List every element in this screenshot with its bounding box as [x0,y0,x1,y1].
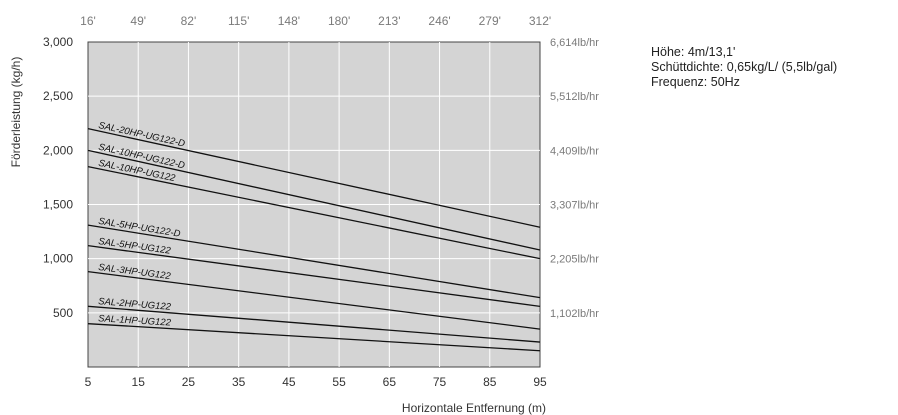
conditions-panel: Höhe: 4m/13,1' Schüttdichte: 0,65kg/L/ (… [651,45,837,90]
x-tick-label: 45 [282,375,296,389]
x-tick-label: 85 [483,375,497,389]
y-tick-label: 2,500 [43,89,73,103]
y-tick-label: 2,000 [43,143,73,157]
height-info: Höhe: 4m/13,1' [651,45,736,59]
x-tick-label: 35 [232,375,246,389]
x-tick-label: 25 [182,375,196,389]
series-line [87,224,541,299]
right-axis-ticks: 1,102lb/hr 2,205lb/hr 3,307lb/hr 4,409lb/hr… [550,37,599,320]
right-tick-label: 3,307lb/hr [550,200,599,212]
top-tick-label: 115' [228,14,249,28]
series-label: SAL-1HP-UG122 [98,313,172,328]
right-tick-label: 6,614lb/hr [550,37,599,49]
right-tick-label: 2,205lb/hr [550,254,599,266]
density-info: Schüttdichte: 0,65kg/L/ (5,5lb/gal) [651,60,838,74]
top-tick-label: 148' [278,14,300,28]
top-tick-label: 279' [479,14,501,28]
top-tick-label: 49' [130,14,146,28]
top-tick-label: 312' [529,14,551,28]
y-axis-ticks: 500 1,000 1,500 2,000 2,500 3,000 [43,35,73,320]
frequency-info: Frequenz: 50Hz [651,75,740,89]
x-tick-label: 5 [85,375,92,389]
y-tick-label: 3,000 [43,35,73,49]
x-tick-label: 75 [433,375,447,389]
top-tick-label: 246' [428,14,450,28]
series-line [87,149,541,251]
top-tick-label: 213' [378,14,400,28]
x-tick-label: 65 [383,375,397,389]
series-line [87,271,541,330]
y-tick-label: 1,500 [43,198,73,212]
y-tick-label: 1,000 [43,252,73,266]
series-line [87,128,541,228]
x-tick-label: 95 [533,375,547,389]
top-axis-ticks: 16' 49' 82' 115' 148' 180' 213' 246' 279' 312' [80,14,551,28]
top-tick-label: 180' [328,14,350,28]
series-line [87,305,541,343]
right-tick-label: 5,512lb/hr [550,91,599,103]
series-line [87,165,541,260]
right-tick-label: 4,409lb/hr [550,145,599,157]
x-tick-label: 55 [332,375,346,389]
top-tick-label: 16' [80,14,96,28]
y-axis-label: Förderleistung (kg/h) [9,57,23,168]
x-tick-label: 15 [132,375,146,389]
y-tick-label: 500 [53,306,73,320]
top-tick-label: 82' [181,14,197,28]
x-axis-label: Horizontale Entfernung (m) [402,401,546,415]
right-tick-label: 1,102lb/hr [550,308,599,320]
series-line [87,245,541,307]
x-axis-ticks: 5 15 25 35 45 55 65 75 85 95 [85,375,547,389]
series-line [87,323,541,352]
